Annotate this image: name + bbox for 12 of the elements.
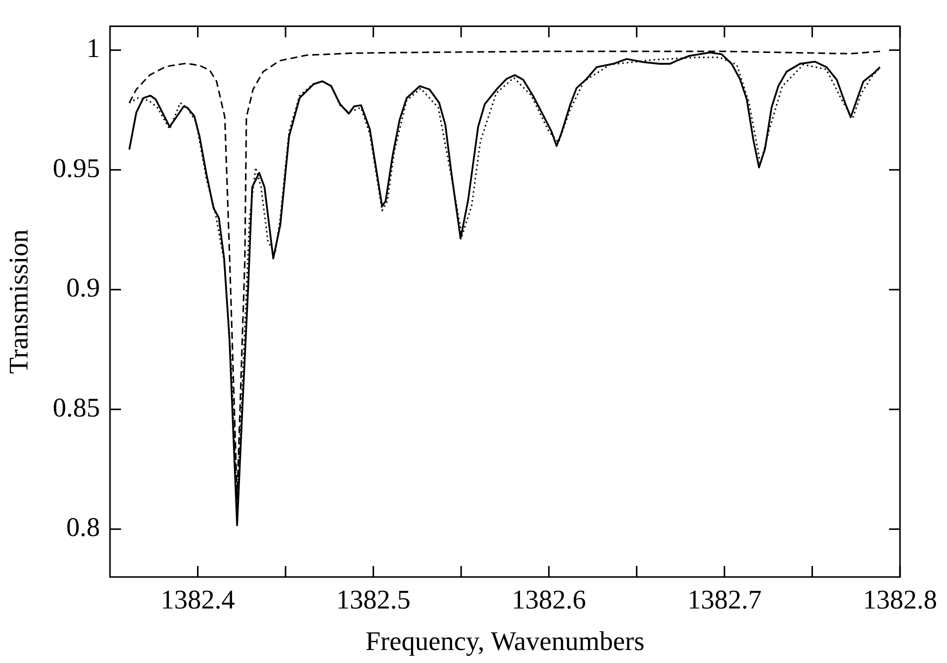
y-tick-label: 1 (86, 33, 100, 64)
y-tick-label: 0.9 (66, 272, 100, 303)
x-tick-label: 1382.7 (687, 584, 762, 614)
x-tick-label: 1382.4 (160, 584, 236, 614)
y-tick-label: 0.8 (66, 512, 100, 542)
y-axis-title: Transmission (3, 228, 34, 374)
y-tick-label: 0.85 (52, 392, 100, 422)
x-axis-title: Frequency, Wavenumbers (366, 626, 644, 656)
x-tick-label: 1382.5 (336, 584, 410, 614)
y-tick-label: 0.95 (52, 152, 100, 183)
x-tick-label: 1382.8 (862, 584, 938, 614)
x-tick-label: 1382.6 (512, 584, 586, 614)
